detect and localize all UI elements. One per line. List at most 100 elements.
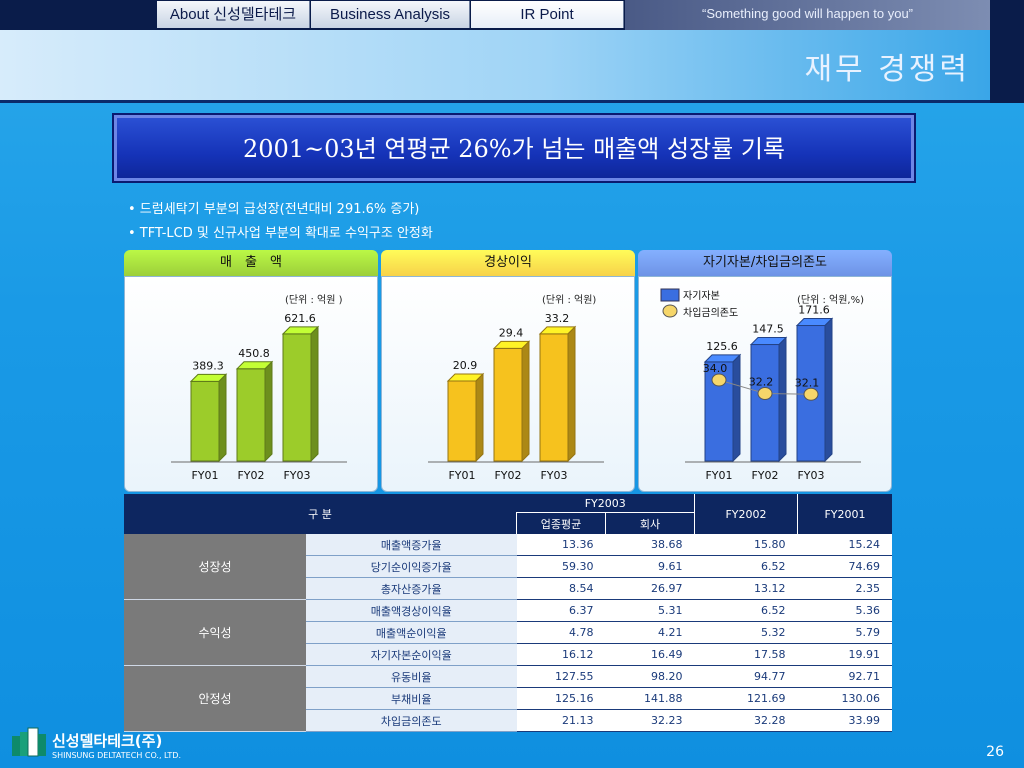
table-cell: 6.52 [694,555,798,578]
legend-label: 자기자본 [683,290,720,302]
table-cell: 5.79 [797,621,892,644]
table-row-label: 매출액증가율 [306,534,517,556]
table-cell: 32.23 [605,709,695,732]
table-cell: 127.55 [516,665,606,688]
table-row: 총자산증가율 8.54 26.97 13.12 2.35 [124,577,892,600]
table-row: 차입금의존도 21.13 32.23 32.28 33.99 [124,709,892,732]
bar-value-label: 389.3 [192,359,224,372]
chart-header: 자기자본/차입금의존도 [638,250,892,276]
table-cell: 4.21 [605,621,695,644]
table-group-label: 성장성 [124,534,306,600]
chart-body: (단위 : 억원,%) 125.6 FY01 147.5 FY02 171.6 FY03 3… [638,276,892,492]
table-cell: 130.06 [797,687,892,710]
table-cell: 5.31 [605,599,695,622]
table-cell: 4.78 [516,621,606,644]
chart-equity-debt: 125.6 FY01 147.5 FY02 171.6 FY03 34.0 32.2 32.1 자… [660,288,861,482]
title-bar: 재무 경쟁력 [0,30,1024,103]
headline: 2001~03년 연평균 26%가 넘는 매출액 성장률 기록 [242,135,786,163]
x-tick-label: FY01 [705,469,732,482]
table-cell: 74.69 [797,555,892,578]
table-cell: 16.12 [516,643,606,666]
table-cell: 15.24 [797,534,892,556]
table-cell: 38.68 [605,534,695,556]
table-row: 당기순이익증가율 59.30 9.61 6.52 74.69 [124,555,892,578]
chart-panel-profit: 경상이익 (단위 : 억원) 20.9 FY01 29.4 FY02 33.2 FY03 [381,250,635,492]
debt-ratio-point [803,387,819,401]
logo-name: 신성델타테크(주) [52,732,162,750]
table-cell: 19.91 [797,643,892,666]
bar-value-label: 171.6 [798,304,830,317]
chart-ordinary-profit: 20.9 FY01 29.4 FY02 33.2 FY03 [428,312,604,482]
point-value-label: 32.1 [795,376,820,389]
company-logo: 신성델타테크(주) SHINSUNG DELTATECH CO., LTD. [12,727,181,760]
legend-label: 차입금의존도 [683,306,738,319]
table-cell: 17.58 [694,643,798,666]
chart-unit: (단위 : 억원,%) [797,295,865,306]
table-row: 안정성 유동비율 127.55 98.20 94.77 92.71 [124,665,892,732]
x-tick-label: FY02 [494,469,521,482]
tab-business-analysis[interactable]: Business Analysis [311,1,470,28]
bar [538,325,577,463]
debt-ratio-point [711,373,727,387]
logo-mark-icon [12,727,46,757]
table-row: 자기자본순이익율 16.12 16.49 17.58 19.91 [124,643,892,666]
table-cell: 94.77 [694,665,798,688]
table-cell: 13.36 [516,534,606,556]
table-subheader: 회사 [605,512,695,534]
chart-sales: 389.3 FY01 450.8 FY02 621.6 FY03 [171,312,347,482]
bullet-item: • TFT-LCD 및 신규사업 부분의 확대로 수익구조 안정화 [128,226,433,241]
bar [795,317,834,463]
table-subheader: 업종평균 [516,512,606,534]
table-cell: 2.35 [797,577,892,600]
table-body: 성장성 매출액증가율 13.36 38.68 15.80 15.24 당기순이익증가율 59.… [124,534,892,732]
table-cell: 5.32 [694,621,798,644]
table-cell: 32.28 [694,709,798,732]
bar-value-label: 450.8 [238,347,270,360]
bar [492,340,531,463]
bar [235,360,274,463]
bar [281,325,320,463]
table-header-fy2001: FY2001 [797,494,892,534]
table-row: 부채비율 125.16 141.88 121.69 130.06 [124,687,892,710]
table-cell: 21.13 [516,709,606,732]
table-cell: 6.37 [516,599,606,622]
tab-about[interactable]: About 신성델타테크 [157,1,310,28]
chart-unit: (단위 : 억원 ) [285,295,343,306]
logo-sub: SHINSUNG DELTATECH CO., LTD. [52,751,181,760]
x-tick-label: FY03 [283,469,310,482]
table-row-label: 자기자본순이익율 [306,643,517,666]
headline-box: 2001~03년 연평균 26%가 넘는 매출액 성장률 기록 [112,113,916,183]
table-cell: 16.49 [605,643,695,666]
table-row-label: 부채비율 [306,687,517,710]
bar-value-label: 147.5 [752,323,784,336]
x-tick-label: FY03 [540,469,567,482]
title-bar-edge [990,30,1024,103]
chart-header: 경상이익 [381,250,635,276]
table-cell: 121.69 [694,687,798,710]
table-cell: 141.88 [605,687,695,710]
tab-ir-point[interactable]: IR Point [471,1,624,28]
chart-header: 매 출 액 [124,250,378,276]
table-group-label: 수익성 [124,599,306,666]
bullet-list: • 드럼세탁기 부분의 급성장(전년대비 291.6% 증가) • TFT-LC… [128,198,433,246]
table-cell: 5.36 [797,599,892,622]
x-tick-label: FY02 [751,469,778,482]
table-cell: 6.52 [694,599,798,622]
debt-ratio-point [757,387,773,400]
table-row: 수익성 매출액경상이익율 6.37 5.31 6.52 5.36 [124,599,892,666]
x-tick-label: FY03 [797,469,824,482]
chart-panel-sales: 매 출 액 (단위 : 억원 ) 389.3 FY01 450.8 FY02 621.6… [124,250,378,492]
bar-value-label: 20.9 [453,359,478,372]
x-tick-label: FY02 [237,469,264,482]
table-cell: 98.20 [605,665,695,688]
chart-body: (단위 : 억원) 20.9 FY01 29.4 FY02 33.2 FY03 [381,276,635,492]
bar-value-label: 33.2 [545,312,570,325]
page-title: 재무 경쟁력 [804,52,970,87]
table-cell: 8.54 [516,577,606,600]
table-row-label: 차입금의존도 [306,709,517,732]
table-row: 매출액순이익율 4.78 4.21 5.32 5.79 [124,621,892,644]
bar [749,336,788,463]
chart-body: (단위 : 억원 ) 389.3 FY01 450.8 FY02 621.6 FY03 [124,276,378,492]
table-cell: 125.16 [516,687,606,710]
